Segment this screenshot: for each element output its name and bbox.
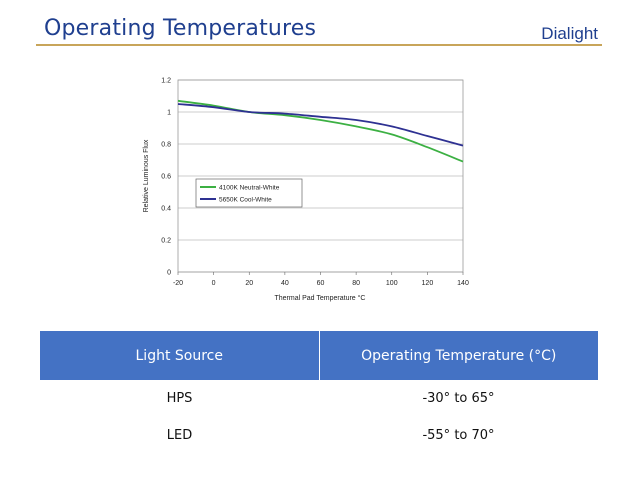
x-tick-label: 100 <box>386 280 398 287</box>
legend-box <box>195 178 303 208</box>
y-tick-label: 0.2 <box>161 238 171 245</box>
x-tick-label: 40 <box>281 280 289 287</box>
header-light-source: Light Source <box>135 347 223 364</box>
table-row: HPS -30° to 65° <box>40 380 598 417</box>
operating-temperature-table: Light Source Operating Temperature (°C) … <box>40 331 598 454</box>
cell-light-source: HPS <box>166 391 193 406</box>
y-tick-label: 0.4 <box>161 206 171 213</box>
x-tick-label: -20 <box>173 280 183 287</box>
y-tick-label: 1 <box>167 110 171 117</box>
header-operating-temperature: Operating Temperature (°C) <box>318 331 599 380</box>
cell-operating-temperature: -30° to 65° <box>422 391 495 406</box>
chart-canvas: 00.20.40.60.811.2 -20 0 20 40 60 80 100 120 140 … <box>143 78 469 303</box>
series-line-1 <box>177 99 464 163</box>
table-row: LED -55° to 70° <box>40 417 598 454</box>
title-divider <box>36 44 602 46</box>
y-tick-label: 0.8 <box>161 142 171 149</box>
series-line-2 <box>177 103 464 147</box>
y-tick-label: 0.6 <box>161 174 171 181</box>
cell-operating-temperature: -55° to 70° <box>422 428 495 443</box>
y-axis-title: Relative Luminous Flux <box>143 139 150 212</box>
y-tick-label: 1.2 <box>161 78 171 85</box>
y-tick-label: 0 <box>167 270 171 277</box>
legend: 4100K Neutral-White 5650K Cool-White <box>195 178 303 208</box>
legend-label-series-1: 4100K Neutral-White <box>219 185 280 192</box>
table-header-row: Light Source Operating Temperature (°C) <box>40 331 598 380</box>
x-tick-label: 0 <box>212 280 216 287</box>
x-tick-label: 120 <box>422 280 434 287</box>
flux-temperature-chart: 0 0.2 0.4 0.6 0.8 1 1.2 -20 0 20 40 60 80 100 120 140 … <box>128 68 490 312</box>
x-axis-title: Thermal Pad Temperature °C <box>275 294 366 302</box>
x-tick-label: 80 <box>352 280 360 287</box>
legend-label-series-2: 5650K Cool-White <box>219 197 272 204</box>
x-tick-label: 60 <box>317 280 325 287</box>
brand-logo-text: Dialight <box>541 24 598 43</box>
slide-title: Operating Temperatures <box>44 16 317 41</box>
x-tick-label: 140 <box>457 280 469 287</box>
x-tick-label: 20 <box>245 280 253 287</box>
cell-light-source: LED <box>166 428 193 443</box>
